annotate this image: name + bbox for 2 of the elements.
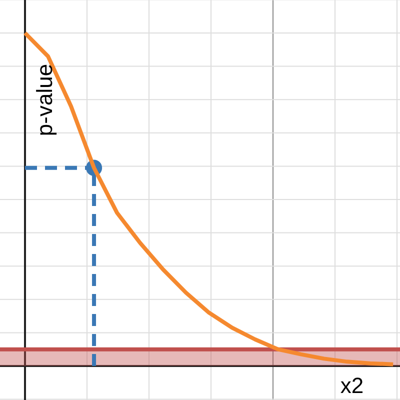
y-axis-title: p-value — [32, 64, 57, 136]
x-axis-title: x2 — [340, 373, 364, 398]
